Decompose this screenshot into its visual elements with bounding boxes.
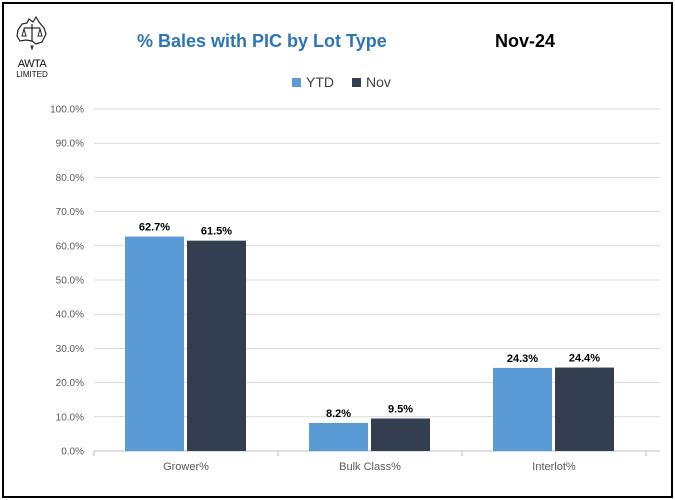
legend-swatch-ytd (292, 77, 301, 87)
bar-nov (555, 367, 614, 451)
data-label: 24.4% (569, 353, 600, 365)
y-tick-label: 80.0% (56, 173, 84, 184)
logo-subtext: LIMITED (16, 70, 48, 79)
legend-swatch-nov (352, 77, 361, 87)
data-label: 61.5% (201, 226, 232, 238)
data-label: 8.2% (326, 408, 351, 420)
legend-item-ytd: YTD (292, 74, 334, 90)
y-tick-label: 0.0% (61, 447, 84, 458)
data-label: 62.7% (139, 222, 170, 234)
y-tick-label: 40.0% (56, 310, 84, 321)
chart-subtitle: Nov-24 (495, 31, 556, 51)
x-tick-label: Bulk Class% (339, 461, 401, 473)
bar-ytd (309, 422, 368, 451)
y-tick-label: 10.0% (56, 412, 84, 423)
y-tick-label: 70.0% (56, 207, 84, 218)
legend: YTD Nov (292, 74, 391, 90)
legend-label-nov: Nov (366, 74, 391, 90)
legend-label-ytd: YTD (306, 74, 334, 90)
y-tick-label: 100.0% (50, 105, 84, 116)
legend-item-nov: Nov (352, 74, 391, 90)
y-tick-label: 60.0% (56, 241, 84, 252)
bar-ytd (125, 236, 184, 451)
y-tick-label: 50.0% (56, 276, 84, 287)
data-label: 24.3% (507, 353, 538, 365)
x-tick-label: Grower% (163, 461, 209, 473)
y-tick-label: 90.0% (56, 139, 84, 150)
bar-nov (371, 418, 430, 451)
y-tick-label: 30.0% (56, 344, 84, 355)
chart-title: % Bales with PIC by Lot Type (137, 31, 387, 51)
bar-ytd (493, 367, 552, 451)
y-tick-label: 20.0% (56, 378, 84, 389)
australia-scales-icon (16, 15, 47, 51)
awta-logo: AWTA LIMITED (12, 14, 52, 79)
bar-nov (187, 240, 246, 451)
x-tick-label: Interlot% (532, 461, 576, 473)
data-label: 9.5% (388, 404, 413, 416)
logo-text: AWTA (17, 58, 47, 70)
